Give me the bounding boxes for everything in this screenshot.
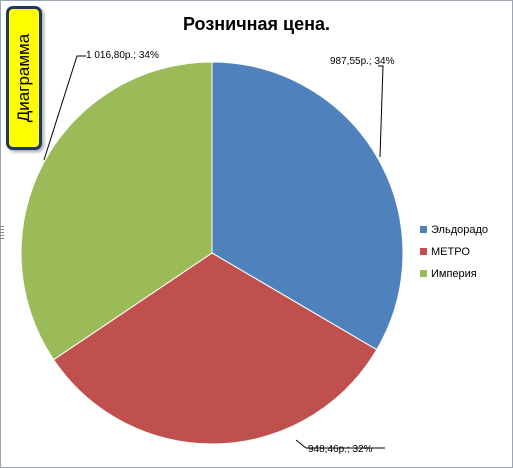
resize-handle[interactable] (0, 226, 4, 240)
pie-slices (20, 61, 404, 445)
leader-line-1 (378, 65, 384, 158)
legend-swatch-1 (420, 226, 427, 233)
legend-swatch-2 (420, 248, 427, 255)
legend-label-3: Империя (431, 268, 477, 280)
leader-line-2 (295, 439, 385, 449)
data-label-2: 948,46р.; 32% (308, 444, 373, 455)
data-label-1: 987,55р.; 34% (330, 56, 395, 67)
legend-swatch-3 (420, 270, 427, 277)
legend-label-2: МЕТРО (431, 246, 470, 258)
chart-title: Розничная цена. (183, 14, 330, 34)
leader-lines (43, 55, 385, 449)
pie-slice-3[interactable] (20, 61, 213, 361)
pie-slice-2[interactable] (52, 252, 378, 445)
data-labels: 987,55р.; 34% 948,46р.; 32% 1 016,80р.; 34… (86, 50, 395, 455)
legend: Эльдорадо МЕТРО Империя (420, 224, 488, 280)
diagram-badge: Диаграмма (6, 6, 42, 150)
legend-label-1: Эльдорадо (431, 224, 488, 236)
leader-line-3 (43, 55, 86, 161)
pie-slice-1[interactable] (211, 61, 404, 351)
data-label-3: 1 016,80р.; 34% (86, 50, 159, 61)
